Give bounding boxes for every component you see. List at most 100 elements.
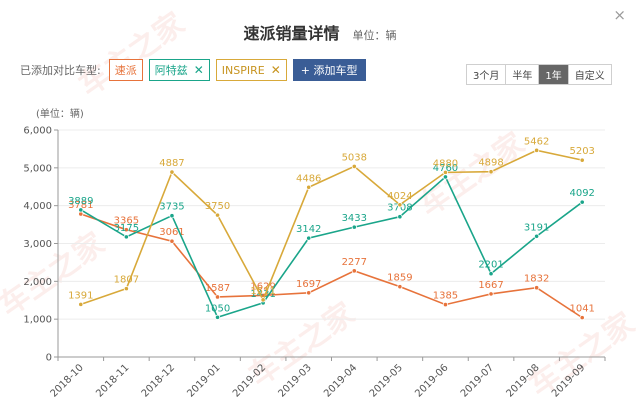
data-label: 1832 [524, 274, 549, 285]
x-tick-label: 2018-12 [140, 362, 177, 399]
data-label: 3708 [387, 203, 412, 214]
data-label: 4092 [569, 188, 594, 199]
data-point [351, 224, 357, 230]
data-point [488, 169, 494, 175]
data-point [306, 235, 312, 241]
chip-inspire[interactable]: INSPIRE ✕ [215, 59, 287, 81]
series-line-速派 [80, 213, 583, 319]
y-tick-label: 4,000 [23, 201, 52, 212]
x-tick-label: 2019-02 [231, 362, 268, 399]
chip-label: 速派 [114, 64, 137, 77]
data-label: 3750 [205, 201, 230, 212]
data-point [78, 207, 84, 213]
data-label: 3061 [159, 227, 184, 238]
data-label: 1050 [205, 303, 230, 314]
data-point [442, 302, 449, 308]
data-point [397, 214, 403, 220]
x-tick-label: 2019-09 [550, 362, 587, 399]
y-axis-label: (单位：辆) [36, 107, 84, 120]
data-point [351, 163, 357, 169]
data-label: 1697 [296, 279, 321, 290]
chip-label: 阿特兹 [154, 64, 188, 77]
y-tick-label: 5,000 [23, 163, 52, 174]
data-point [579, 315, 585, 321]
chip-atenza[interactable]: 阿特兹 ✕ [148, 59, 210, 81]
data-label: 3142 [296, 224, 321, 235]
data-label: 3433 [342, 213, 367, 224]
close-icon[interactable]: × [613, 6, 626, 24]
data-point [442, 169, 449, 175]
data-label: 2277 [342, 257, 367, 268]
add-model-button[interactable]: + 添加车型 [292, 59, 366, 81]
time-range-tabs: 3个月 半年 1年 自定义 [466, 64, 612, 85]
y-tick-label: 3,000 [23, 239, 52, 250]
page-title: 速派销量详情 [243, 24, 340, 43]
data-label: 1587 [205, 283, 230, 294]
data-point [534, 147, 540, 153]
data-point [214, 314, 221, 320]
data-label: 5038 [342, 152, 367, 163]
y-tick-label: 6,000 [23, 126, 52, 137]
data-label: 3735 [159, 202, 184, 213]
data-point [78, 301, 84, 307]
data-point [306, 290, 312, 296]
x-tick-label: 2018-10 [49, 362, 86, 399]
data-label: 1391 [68, 290, 93, 301]
data-point [169, 169, 175, 175]
data-label: 1807 [114, 275, 139, 286]
data-point [351, 268, 357, 274]
data-point [306, 184, 312, 190]
data-point [579, 199, 585, 205]
data-point [123, 227, 129, 233]
tab-half-year[interactable]: 半年 [506, 65, 540, 84]
data-label: 4024 [387, 191, 412, 202]
series-line-阿特兹 [80, 175, 583, 319]
y-tick-label: 1,000 [23, 315, 52, 326]
data-label: 5203 [569, 146, 594, 157]
data-label: 2201 [478, 260, 503, 271]
data-label: 4486 [296, 173, 321, 184]
data-label: 4898 [478, 158, 503, 169]
data-label: 1041 [569, 304, 594, 315]
data-label: 4887 [159, 158, 184, 169]
data-point [579, 157, 585, 163]
data-label: 3191 [524, 222, 549, 233]
compare-bar: 已添加对比车型: 速派 阿特兹 ✕ INSPIRE ✕ + 添加车型 [20, 59, 366, 81]
x-tick-label: 2019-04 [322, 362, 359, 399]
x-tick-label: 2019-06 [413, 362, 450, 399]
data-point [123, 234, 129, 240]
data-point [214, 212, 221, 218]
data-point [169, 213, 175, 219]
x-tick-label: 2019-03 [276, 362, 313, 399]
tab-1-year[interactable]: 1年 [539, 65, 569, 84]
data-point [260, 297, 266, 303]
unit-label: 单位：辆 [352, 29, 397, 42]
data-label: 1385 [433, 291, 458, 302]
x-tick-label: 2018-11 [94, 362, 131, 399]
remove-icon[interactable]: ✕ [270, 63, 281, 77]
data-label: 5462 [524, 136, 549, 147]
x-tick-label: 2019-05 [368, 362, 405, 399]
y-tick-label: 2,000 [23, 277, 52, 288]
tab-custom[interactable]: 自定义 [568, 65, 611, 84]
data-point [534, 285, 540, 291]
data-label: 3365 [114, 216, 139, 227]
data-point [397, 202, 403, 208]
data-point [214, 294, 221, 300]
data-point [534, 233, 540, 239]
data-point [488, 291, 494, 297]
chip-suprme[interactable]: 速派 [108, 59, 143, 81]
data-label: 1667 [478, 280, 503, 291]
compare-label: 已添加对比车型: [20, 64, 101, 77]
chip-label: INSPIRE [221, 63, 265, 77]
data-point [169, 238, 175, 244]
data-label: 3781 [68, 200, 93, 211]
tab-3-months[interactable]: 3个月 [467, 65, 507, 84]
x-tick-label: 2019-08 [504, 362, 541, 399]
data-label: 4880 [433, 158, 458, 169]
y-tick-label: 0 [46, 353, 52, 364]
remove-icon[interactable]: ✕ [193, 63, 204, 77]
x-tick-label: 2019-01 [185, 362, 222, 399]
data-label: 1859 [387, 273, 412, 284]
